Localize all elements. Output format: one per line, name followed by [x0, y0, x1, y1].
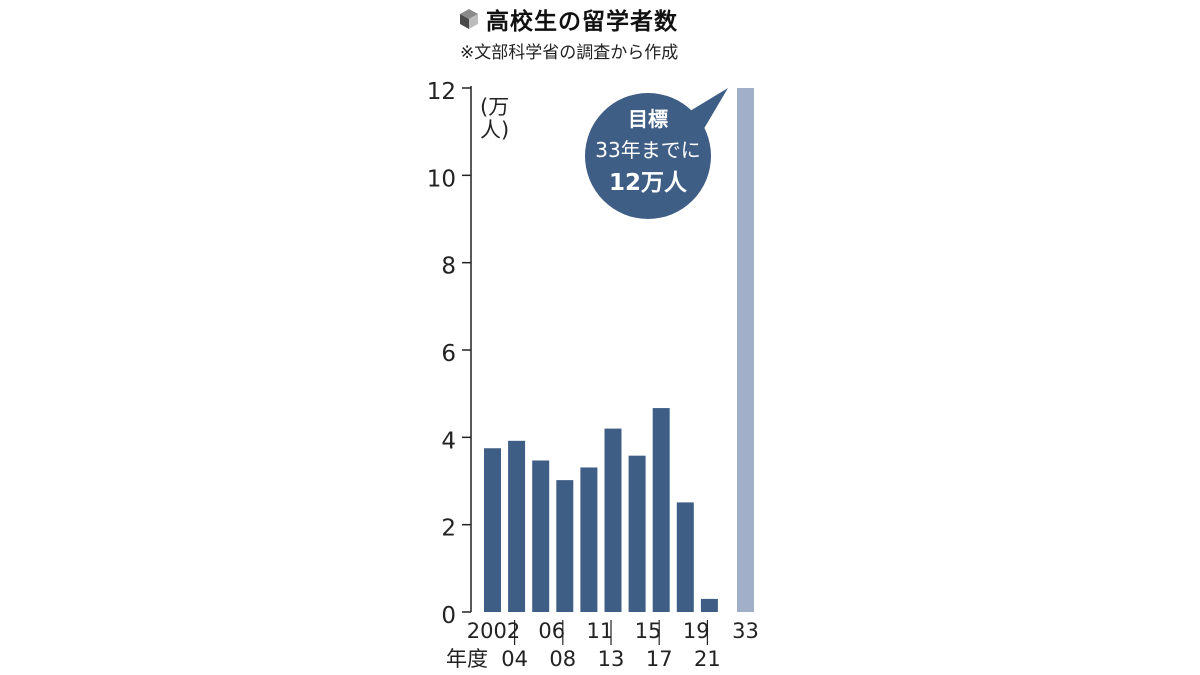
bar [532, 460, 550, 612]
x-tick-label: 04 [501, 647, 528, 671]
x-tick-label: 08 [549, 647, 576, 671]
bars [484, 88, 754, 612]
x-tick-label: 33 [732, 619, 759, 643]
bar [628, 455, 646, 612]
x-axis-labels: 2002 04 06 08 11 13 15 17 19 21 33 [467, 619, 759, 671]
bar [556, 480, 574, 612]
bar [604, 428, 622, 612]
target-bubble: 目標 33年までに 12万人 [585, 88, 728, 219]
y-tick-label: 0 [441, 603, 456, 629]
target-bubble-circle [585, 93, 711, 219]
bar [700, 598, 718, 612]
x-axis-title: 年度 [446, 647, 488, 671]
target-label-line1: 目標 [628, 107, 668, 131]
y-tick-label: 4 [441, 428, 456, 454]
bar [652, 408, 670, 612]
x-tick-label: 06 [538, 619, 565, 643]
y-tick-label: 6 [441, 341, 456, 367]
x-tick-label: 2002 [467, 619, 520, 643]
x-tick-label: 19 [683, 619, 710, 643]
x-tick-label: 15 [635, 619, 662, 643]
x-tick-label: 17 [646, 647, 673, 671]
target-bubble-pointer [690, 88, 728, 132]
chart-title: 高校生の留学者数 [486, 9, 678, 35]
bar [508, 440, 526, 612]
y-tick-label: 8 [441, 254, 456, 280]
chart-subtitle: ※文部科学省の調査から作成 [460, 43, 679, 63]
bar [484, 448, 501, 612]
title-row: 高校生の留学者数 [458, 4, 678, 35]
y-tick-label: 2 [441, 516, 456, 542]
x-tick-label: 13 [598, 647, 625, 671]
x-tick-label: 21 [694, 647, 721, 671]
y-axis-ticks: 0 2 4 6 8 10 12 [427, 79, 471, 629]
y-tick-label: 12 [427, 79, 456, 105]
cube-icon [460, 9, 478, 29]
target-label-line2: 33年までに [595, 138, 700, 162]
target-bar [737, 88, 754, 612]
y-tick-label: 10 [427, 166, 456, 192]
bar [676, 502, 694, 612]
y-axis-unit: (万人) [480, 95, 510, 142]
x-tick-label: 11 [587, 619, 614, 643]
target-label-line3: 12万人 [609, 170, 688, 196]
bar [580, 467, 598, 612]
